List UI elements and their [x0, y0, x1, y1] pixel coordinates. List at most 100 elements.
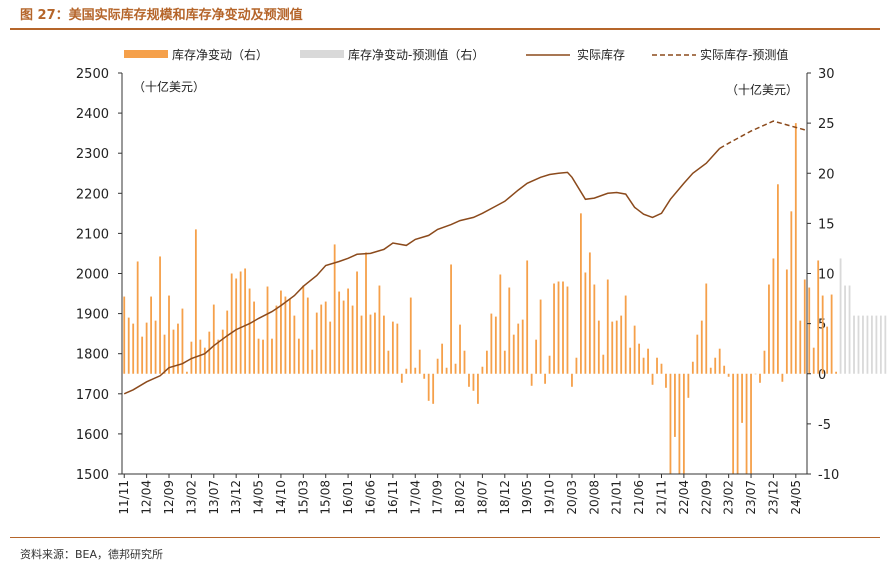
net-change-bar [759, 373, 761, 383]
net-change-bar [293, 315, 296, 374]
net-change-bar [821, 295, 824, 374]
net-change-bar [432, 373, 435, 404]
net-change-bar [230, 273, 233, 374]
axes [118, 72, 811, 478]
net-change-bar [400, 373, 403, 383]
x-tick-label: 16/06 [364, 480, 378, 515]
source-rule [10, 537, 880, 538]
net-change-bar [557, 281, 560, 374]
net-change-bar [741, 373, 743, 423]
net-change-bar [781, 373, 784, 382]
net-change-bar [548, 355, 551, 374]
net-change-bar [651, 373, 654, 385]
net-change-forecast-bar [853, 315, 855, 374]
net-change-bar [123, 296, 126, 374]
right-axis-ticks: -10-5051015202530 [818, 67, 839, 483]
net-change-bar [244, 268, 247, 374]
left-axis-ticks: 1500 1600 1700 1800 1900 2000 2100 2200 2300 2400… [76, 67, 109, 483]
net-change-bar [356, 271, 358, 374]
net-change-bar [351, 305, 354, 374]
legend-label-net-change: 库存净变动（右） [172, 47, 268, 62]
net-change-bar [521, 319, 524, 374]
left-tick-label: 2400 [76, 107, 109, 122]
net-change-bar [736, 373, 739, 474]
net-change-bar [700, 320, 703, 374]
net-change-bar [691, 361, 694, 374]
net-change-bar [383, 315, 385, 374]
x-tick-label: 23/02 [722, 480, 736, 515]
x-tick-label: 13/12 [229, 480, 243, 515]
net-change-bar [494, 316, 497, 374]
net-change-bar [826, 326, 829, 374]
net-change-bar [593, 284, 596, 374]
net-change-bar [468, 373, 470, 387]
left-tick-label: 1500 [76, 468, 109, 483]
net-change-bar [584, 272, 587, 374]
net-change-bar [803, 279, 806, 374]
net-change-bar [154, 320, 157, 374]
x-axis-labels: 11/11 12/04 12/09 13/02 13/07 13/12 14/05 14/10… [117, 480, 803, 515]
net-change-bar [745, 373, 748, 474]
net-change-forecast-bar [844, 285, 846, 374]
x-tick-label: 14/10 [274, 480, 288, 515]
net-change-bar [418, 349, 421, 374]
net-change-bar [620, 315, 623, 374]
net-change-bar [562, 281, 564, 374]
title-rule [10, 28, 880, 30]
net-change-bar [597, 320, 600, 374]
left-tick-label: 2300 [76, 147, 109, 162]
net-change-bar [535, 339, 538, 374]
net-change-bar [629, 347, 632, 374]
net-change-bar [571, 373, 573, 387]
net-change-bar [674, 373, 676, 437]
net-change-bar [275, 305, 278, 374]
net-change-bar [696, 334, 699, 374]
net-change-bar [235, 278, 238, 374]
net-change-bar [517, 323, 520, 374]
net-change-bar [665, 373, 667, 388]
left-tick-label: 2500 [76, 67, 109, 82]
right-axis-unit: （十亿美元） [726, 82, 798, 97]
net-change-bar [490, 313, 493, 374]
legend: 库存净变动（右） 库存净变动-预测值（右） 实际库存 实际库存-预测值 [124, 47, 788, 62]
source-note: 资料来源：BEA，德邦研究所 [20, 548, 164, 561]
net-change-bar [463, 350, 466, 374]
net-change-bar [642, 357, 645, 374]
net-change-bar [320, 304, 323, 374]
right-tick-label: 0 [818, 368, 826, 383]
net-change-bar [785, 269, 788, 374]
right-tick-label: -10 [818, 468, 839, 483]
net-change-bar [817, 260, 820, 374]
net-change-bar [203, 347, 206, 374]
net-change-bar [199, 339, 202, 374]
net-change-bar [732, 373, 735, 474]
net-change-bar [477, 373, 479, 404]
x-tick-label: 17/04 [408, 480, 422, 515]
net-change-bar [302, 285, 305, 374]
net-change-bar [481, 366, 484, 374]
net-change-bar [132, 323, 135, 374]
net-change-bar [208, 331, 211, 374]
net-change-bar [338, 291, 341, 374]
net-change-bar [459, 324, 461, 374]
x-tick-label: 12/09 [162, 480, 176, 515]
net-change-bar [445, 367, 448, 374]
net-change-bar [315, 312, 318, 374]
left-tick-label: 1900 [76, 308, 109, 323]
net-change-forecast-bar [848, 285, 851, 374]
net-change-bar [530, 373, 533, 386]
net-change-bar [682, 373, 685, 474]
net-change-bar [472, 373, 475, 391]
x-tick-label: 23/07 [744, 480, 758, 515]
left-tick-label: 1700 [76, 388, 109, 403]
net-change-bar [544, 373, 546, 384]
net-change-bar [288, 298, 291, 374]
net-change-bar [284, 296, 287, 374]
net-change-bar [526, 260, 529, 374]
right-tick-label: 10 [818, 268, 835, 283]
legend-swatch-net-change-forecast [300, 50, 344, 58]
net-change-bar [248, 288, 251, 374]
net-change-bar [602, 354, 605, 374]
left-tick-label: 2100 [76, 227, 109, 242]
